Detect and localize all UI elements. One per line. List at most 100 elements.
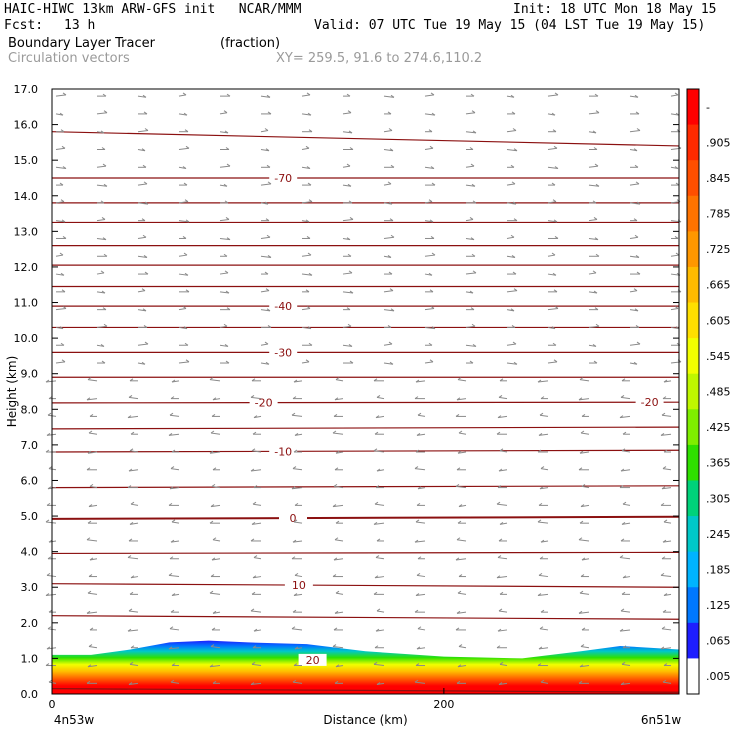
circulation-vector — [301, 113, 312, 116]
circulation-vector-head — [389, 148, 394, 152]
circulation-vector-head — [349, 147, 354, 150]
circulation-vector — [293, 380, 303, 383]
circulation-vector — [128, 396, 139, 400]
circulation-vector-head — [129, 448, 134, 452]
circulation-vector-head — [142, 164, 147, 168]
circulation-vector-head — [333, 557, 338, 561]
circulation-vector-head — [621, 661, 626, 665]
circulation-vector — [539, 487, 549, 490]
circulation-vector-head — [551, 112, 556, 116]
circulation-vector-head — [103, 253, 108, 257]
circulation-vector-head — [390, 308, 395, 312]
circulation-vector-head — [251, 448, 256, 452]
x-tick-label: 0 — [49, 698, 56, 711]
circulation-vector-head — [416, 502, 421, 506]
circulation-vector-head — [540, 396, 545, 400]
circulation-vector-head — [334, 610, 339, 614]
circulation-vector — [456, 539, 467, 542]
circulation-vector — [424, 361, 434, 364]
circulation-vector-head — [636, 341, 641, 345]
circulation-vector — [96, 272, 105, 275]
circulation-vector-head — [498, 682, 503, 685]
circulation-vector-head — [253, 485, 258, 489]
circulation-vector-head — [457, 520, 462, 524]
circulation-vector — [580, 504, 590, 508]
circulation-vector-head — [46, 432, 51, 436]
circulation-vector-head — [349, 217, 354, 220]
colorbar-segment — [687, 124, 699, 161]
circulation-vector-head — [635, 255, 640, 258]
circulation-vector-head — [62, 306, 67, 309]
circulation-vector — [342, 344, 353, 347]
circulation-vector-head — [305, 359, 310, 363]
isotherm-label-bg — [269, 300, 298, 313]
circulation-vector-head — [512, 341, 517, 345]
circulation-vector-head — [513, 218, 518, 222]
circulation-vector-head — [223, 183, 228, 187]
x-tick-label: 200 — [433, 698, 454, 711]
isotherm-line — [51, 401, 680, 404]
circulation-vector-head — [88, 504, 93, 507]
circulation-vector — [301, 361, 310, 364]
circulation-vector-head — [225, 290, 230, 294]
circulation-vector-head — [622, 501, 627, 505]
circulation-vector — [416, 647, 426, 650]
circulation-vector — [417, 628, 426, 631]
circulation-vector-head — [389, 218, 394, 222]
circulation-vector-head — [496, 575, 501, 579]
circulation-vector-head — [660, 432, 665, 436]
circulation-vector — [670, 254, 680, 257]
circulation-vector-head — [224, 130, 229, 134]
circulation-vector-head — [578, 537, 583, 541]
circulation-vector-head — [101, 290, 106, 294]
circulation-vector-head — [292, 539, 297, 543]
circulation-vector-head — [101, 147, 106, 150]
circulation-vector-head — [60, 129, 65, 133]
circulation-vector-head — [430, 306, 435, 309]
circulation-vector-head — [388, 201, 393, 205]
circulation-vector-head — [622, 431, 627, 435]
circulation-vector-head — [662, 609, 667, 613]
circulation-vector — [496, 503, 508, 506]
circulation-vector — [219, 218, 230, 222]
circulation-vector — [424, 94, 435, 97]
circulation-vector — [415, 521, 426, 524]
circulation-vector-head — [511, 255, 516, 258]
circulation-vector-head — [471, 253, 476, 257]
circulation-vector-head — [171, 519, 176, 523]
circulation-vector — [219, 325, 228, 328]
isotherm-label-bg — [269, 445, 298, 458]
circulation-vector-head — [374, 575, 379, 579]
circulation-vector-head — [291, 556, 296, 560]
circulation-vector-head — [264, 201, 269, 205]
circulation-vector-head — [415, 449, 420, 453]
circulation-vector-head — [417, 412, 422, 416]
circulation-vector-head — [185, 359, 190, 363]
circulation-vector — [619, 557, 631, 560]
circulation-vector-head — [593, 147, 598, 150]
colorbar-label: .125 — [706, 599, 731, 612]
circulation-vector — [332, 504, 344, 508]
circulation-vector-head — [552, 342, 557, 346]
circulation-vector — [335, 592, 344, 595]
circulation-vector-head — [292, 466, 297, 470]
circulation-vector-head — [470, 307, 475, 311]
circulation-vector-head — [100, 270, 105, 274]
circulation-vector-head — [348, 270, 353, 274]
circulation-vector-head — [579, 450, 584, 454]
circulation-vector — [55, 273, 65, 276]
circulation-vector — [178, 201, 189, 204]
y-tick-label: 3.0 — [21, 581, 39, 594]
circulation-vector-head — [387, 111, 392, 115]
circulation-vector-head — [170, 396, 175, 400]
circulation-vector-head — [45, 519, 50, 523]
circulation-vector — [251, 522, 262, 525]
circulation-vector-head — [332, 644, 337, 647]
circulation-vector — [178, 326, 188, 330]
circulation-vector — [301, 147, 310, 150]
circulation-vector-head — [130, 645, 135, 649]
circulation-vector — [342, 131, 353, 134]
circulation-vector — [342, 291, 354, 294]
circulation-vector-head — [250, 538, 255, 542]
circulation-vector — [55, 166, 67, 169]
